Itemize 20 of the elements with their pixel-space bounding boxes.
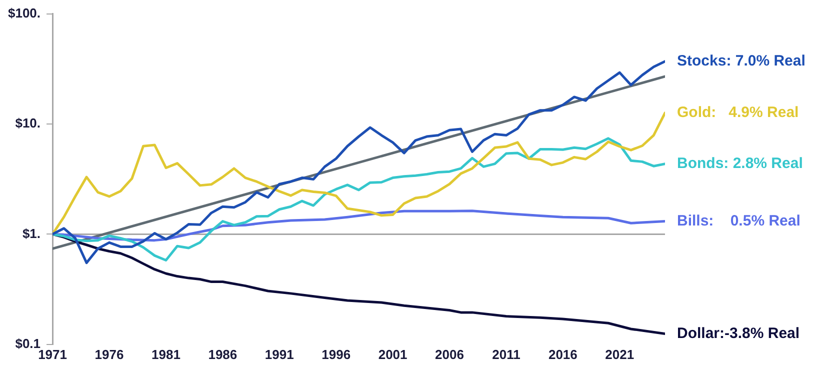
x-tick-label: 2021	[605, 346, 634, 362]
series-label: Gold: 4.9% Real	[677, 104, 799, 122]
series-label: Stocks: 7.0% Real	[677, 52, 806, 70]
x-tick-label: 2006	[435, 346, 464, 362]
x-tick-label: 1986	[208, 346, 238, 362]
series-label: Bills: 0.5% Real	[677, 212, 800, 230]
x-tick-label: 2016	[548, 346, 578, 362]
y-tick-label: $0.1	[15, 336, 41, 351]
y-tick-label: $10.	[15, 116, 41, 131]
x-tick-label: 1996	[322, 346, 351, 362]
x-tick-label: 1991	[264, 346, 294, 362]
series-label: Bonds: 2.8% Real	[677, 154, 803, 172]
x-tick-label: 1981	[151, 346, 180, 362]
x-tick-label: 1971	[38, 346, 67, 362]
y-tick-label: $100.	[8, 5, 41, 20]
x-tick-label: 2001	[378, 346, 408, 362]
y-tick-label: $1.	[22, 226, 41, 241]
x-tick-label: 1976	[94, 346, 124, 362]
x-tick-label: 2011	[492, 346, 520, 362]
series-label: Dollar:-3.8% Real	[677, 324, 800, 342]
